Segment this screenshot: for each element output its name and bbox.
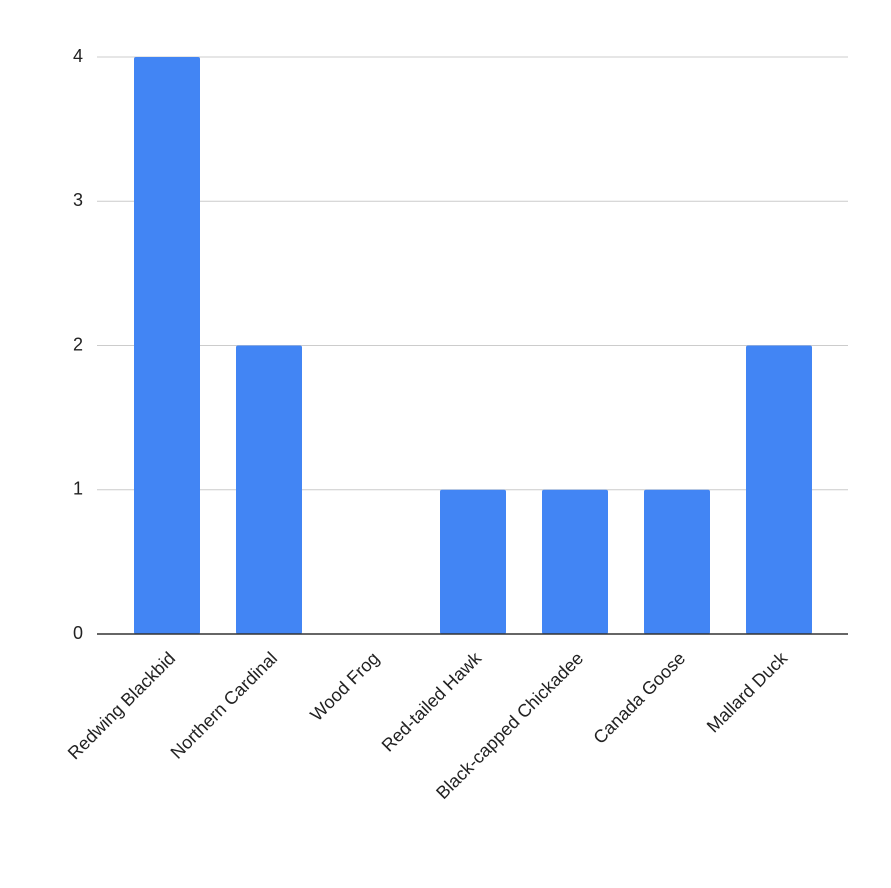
x-tick-label: Redwing Blackbid [64, 648, 179, 763]
bar [644, 489, 710, 634]
y-tick-label: 3 [73, 190, 83, 210]
y-tick-label: 0 [73, 623, 83, 643]
x-tick-label: Northern Cardinal [167, 648, 282, 763]
x-tick-label: Red-tailed Hawk [378, 647, 486, 755]
x-tick-label: Canada Goose [589, 648, 689, 748]
bar [746, 345, 812, 634]
bar [440, 489, 506, 634]
bar [542, 489, 608, 634]
y-tick-label: 1 [73, 479, 83, 499]
x-tick-label: Wood Frog [306, 648, 383, 725]
y-tick-label: 2 [73, 334, 83, 354]
bar [134, 57, 200, 634]
bar [236, 345, 302, 634]
x-tick-label: Mallard Duck [703, 647, 792, 736]
y-tick-label: 4 [73, 46, 83, 66]
